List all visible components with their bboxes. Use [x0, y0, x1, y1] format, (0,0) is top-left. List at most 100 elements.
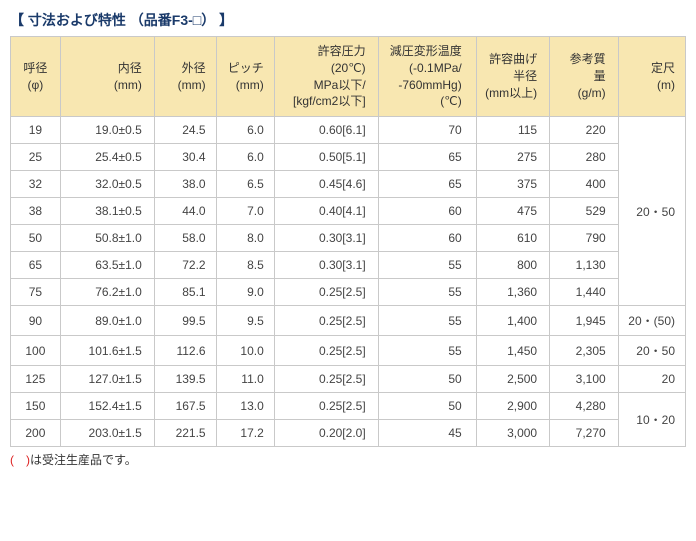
header-row: 呼径(φ) 内径(mm) 外径(mm) ピッチ(mm) 許容圧力(20℃)MPa… [11, 37, 686, 117]
cell-pitch: 6.0 [216, 144, 274, 171]
cell-od: 85.1 [154, 279, 216, 306]
table-row: 7576.2±1.085.19.00.25[2.5]551,3601,440 [11, 279, 686, 306]
cell-press: 0.25[2.5] [274, 336, 378, 366]
cell-bend: 275 [476, 144, 549, 171]
cell-len: 20・50 [618, 117, 685, 306]
cell-id: 101.6±1.5 [60, 336, 154, 366]
cell-phi: 65 [11, 252, 61, 279]
cell-temp: 55 [378, 336, 476, 366]
cell-id: 19.0±0.5 [60, 117, 154, 144]
cell-phi: 100 [11, 336, 61, 366]
cell-pitch: 6.5 [216, 171, 274, 198]
cell-pitch: 17.2 [216, 420, 274, 447]
cell-mass: 4,280 [550, 393, 619, 420]
footnote-text: は受注生産品です。 [30, 453, 137, 467]
cell-bend: 375 [476, 171, 549, 198]
cell-temp: 55 [378, 252, 476, 279]
cell-mass: 220 [550, 117, 619, 144]
cell-phi: 75 [11, 279, 61, 306]
cell-press: 0.40[4.1] [274, 198, 378, 225]
cell-bend: 3,000 [476, 420, 549, 447]
cell-id: 127.0±1.5 [60, 366, 154, 393]
cell-press: 0.50[5.1] [274, 144, 378, 171]
table-row: 1919.0±0.524.56.00.60[6.1]7011522020・50 [11, 117, 686, 144]
cell-od: 24.5 [154, 117, 216, 144]
cell-temp: 45 [378, 420, 476, 447]
cell-bend: 1,450 [476, 336, 549, 366]
table-row: 3838.1±0.544.07.00.40[4.1]60475529 [11, 198, 686, 225]
cell-phi: 125 [11, 366, 61, 393]
cell-mass: 3,100 [550, 366, 619, 393]
cell-mass: 7,270 [550, 420, 619, 447]
cell-id: 89.0±1.0 [60, 306, 154, 336]
cell-phi: 150 [11, 393, 61, 420]
cell-id: 63.5±1.0 [60, 252, 154, 279]
cell-pitch: 6.0 [216, 117, 274, 144]
cell-temp: 65 [378, 171, 476, 198]
cell-temp: 65 [378, 144, 476, 171]
cell-pitch: 8.0 [216, 225, 274, 252]
cell-id: 203.0±1.5 [60, 420, 154, 447]
cell-phi: 32 [11, 171, 61, 198]
cell-id: 50.8±1.0 [60, 225, 154, 252]
cell-mass: 790 [550, 225, 619, 252]
cell-temp: 60 [378, 198, 476, 225]
cell-od: 221.5 [154, 420, 216, 447]
cell-press: 0.30[3.1] [274, 225, 378, 252]
table-row: 3232.0±0.538.06.50.45[4.6]65375400 [11, 171, 686, 198]
cell-temp: 50 [378, 393, 476, 420]
cell-mass: 529 [550, 198, 619, 225]
cell-id: 32.0±0.5 [60, 171, 154, 198]
cell-bend: 1,360 [476, 279, 549, 306]
cell-len: 20 [618, 366, 685, 393]
header-len: 定尺(m) [618, 37, 685, 117]
cell-od: 72.2 [154, 252, 216, 279]
table-row: 2525.4±0.530.46.00.50[5.1]65275280 [11, 144, 686, 171]
cell-phi: 38 [11, 198, 61, 225]
header-pitch: ピッチ(mm) [216, 37, 274, 117]
cell-phi: 200 [11, 420, 61, 447]
cell-len: 20・(50) [618, 306, 685, 336]
cell-mass: 2,305 [550, 336, 619, 366]
cell-od: 30.4 [154, 144, 216, 171]
cell-bend: 2,500 [476, 366, 549, 393]
cell-pitch: 7.0 [216, 198, 274, 225]
table-row: 150152.4±1.5167.513.00.25[2.5]502,9004,2… [11, 393, 686, 420]
table-row: 200203.0±1.5221.517.20.20[2.0]453,0007,2… [11, 420, 686, 447]
cell-od: 112.6 [154, 336, 216, 366]
cell-pitch: 9.0 [216, 279, 274, 306]
header-temp: 減圧変形温度(-0.1MPa/-760mmHg)(℃) [378, 37, 476, 117]
cell-mass: 1,440 [550, 279, 619, 306]
table-row: 125127.0±1.5139.511.00.25[2.5]502,5003,1… [11, 366, 686, 393]
header-id: 内径(mm) [60, 37, 154, 117]
cell-phi: 25 [11, 144, 61, 171]
cell-od: 38.0 [154, 171, 216, 198]
cell-pitch: 11.0 [216, 366, 274, 393]
cell-od: 99.5 [154, 306, 216, 336]
cell-press: 0.25[2.5] [274, 306, 378, 336]
cell-od: 44.0 [154, 198, 216, 225]
cell-mass: 280 [550, 144, 619, 171]
footnote-paren: ( ) [10, 453, 30, 467]
cell-mass: 400 [550, 171, 619, 198]
cell-press: 0.25[2.5] [274, 393, 378, 420]
cell-temp: 60 [378, 225, 476, 252]
cell-bend: 2,900 [476, 393, 549, 420]
cell-temp: 50 [378, 366, 476, 393]
cell-temp: 70 [378, 117, 476, 144]
cell-phi: 90 [11, 306, 61, 336]
cell-id: 76.2±1.0 [60, 279, 154, 306]
cell-press: 0.60[6.1] [274, 117, 378, 144]
cell-od: 139.5 [154, 366, 216, 393]
cell-od: 167.5 [154, 393, 216, 420]
cell-id: 25.4±0.5 [60, 144, 154, 171]
cell-id: 152.4±1.5 [60, 393, 154, 420]
cell-press: 0.25[2.5] [274, 366, 378, 393]
cell-bend: 800 [476, 252, 549, 279]
cell-phi: 19 [11, 117, 61, 144]
cell-temp: 55 [378, 279, 476, 306]
cell-press: 0.25[2.5] [274, 279, 378, 306]
cell-len: 20・50 [618, 336, 685, 366]
cell-pitch: 9.5 [216, 306, 274, 336]
cell-mass: 1,945 [550, 306, 619, 336]
